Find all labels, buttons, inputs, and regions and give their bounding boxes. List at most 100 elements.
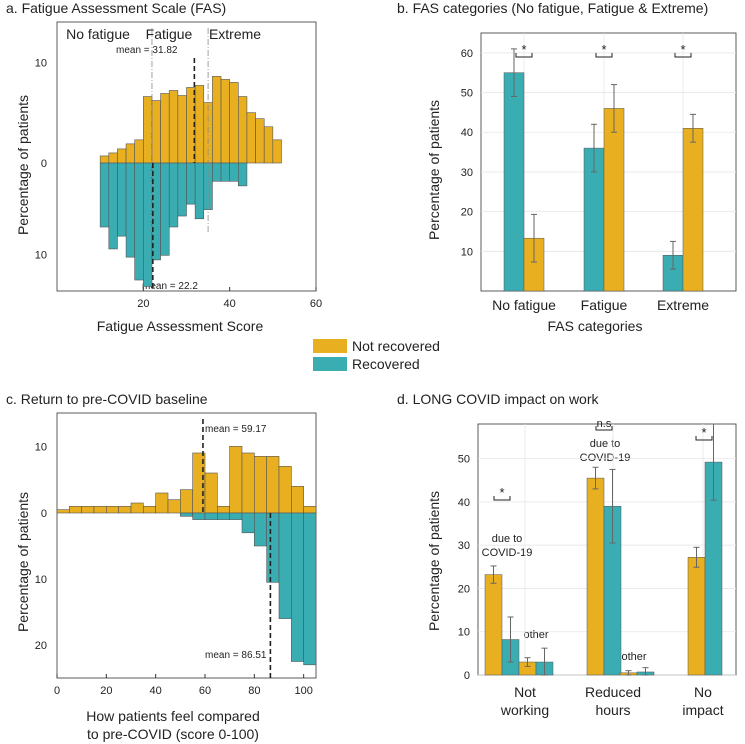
- legend-label-recovered: Recovered: [352, 356, 420, 372]
- panel-c-mean-not-recovered-label: mean = 59.17: [205, 424, 267, 435]
- panel-c-ytick-label: 20: [35, 640, 47, 652]
- panel-a-xtick-label: 60: [310, 298, 322, 310]
- region-label-fatigue: Fatigue: [146, 26, 193, 42]
- panel-c-bar-not-recovered: [69, 506, 82, 514]
- panel-d-bar-not-recovered: [687, 557, 706, 676]
- panel-a-bar-not-recovered: [246, 112, 256, 164]
- panel-c-ytick-label: 10: [35, 441, 47, 453]
- panel-c-bar-not-recovered: [217, 506, 230, 514]
- annot-due-to-1: due to: [492, 533, 523, 545]
- panel-b-ytick-label: 30: [461, 167, 473, 179]
- panel-a-bar-recovered: [160, 162, 170, 256]
- panel-a-bar-not-recovered: [168, 90, 179, 164]
- panel-c-xtick-label: 40: [150, 685, 162, 697]
- panel-c-bar-not-recovered: [93, 506, 107, 514]
- group-label-impact: impact: [682, 702, 723, 718]
- panel-b-title: b. FAS categories (No fatigue, Fatigue &…: [397, 0, 708, 16]
- panel-a-fas-histogram: a. Fatigue Assessment Scale (FAS) Percen…: [6, 0, 263, 334]
- panel-a-ytick-label: 10: [35, 57, 47, 69]
- panel-a-bar-recovered: [108, 162, 118, 250]
- panel-a-bar-not-recovered: [194, 85, 205, 164]
- panel-c-bar-not-recovered: [291, 486, 304, 514]
- panel-c-xtick-label: 60: [199, 685, 211, 697]
- panel-d-ytick-label: 10: [458, 627, 470, 639]
- panel-a-bar-recovered: [229, 162, 239, 182]
- panel-a-axes-box: [56, 21, 317, 292]
- panel-c-xtick-label: 80: [248, 685, 260, 697]
- panel-d-ylabel: Percentage of patients: [426, 491, 442, 631]
- panel-b-bar-not-recovered: [603, 108, 625, 292]
- panel-b-significance-star: *: [601, 42, 606, 57]
- panel-d-title: d. LONG COVID impact on work: [397, 391, 600, 407]
- panel-a-bar-recovered: [177, 162, 187, 217]
- panel-a-bar-recovered: [99, 162, 110, 228]
- panel-d-ytick-label: 20: [458, 583, 470, 595]
- panel-d-ytick-label: 40: [458, 497, 470, 509]
- group-label-no: No: [694, 684, 712, 700]
- panel-a-bar-not-recovered: [151, 100, 161, 164]
- panel-b-fas-categories: b. FAS categories (No fatigue, Fatigue &…: [397, 0, 708, 334]
- panel-b-ytick-label: 40: [461, 127, 473, 139]
- region-label-extreme: Extreme: [209, 26, 261, 42]
- panel-c-bar-recovered: [241, 512, 255, 534]
- panel-a-mean-not-recovered-label: mean = 31.82: [116, 45, 178, 56]
- group-label-working: working: [500, 702, 549, 718]
- panel-b-significance-star: *: [521, 42, 526, 57]
- annot-other-1: other: [523, 629, 548, 641]
- panel-c-bar-not-recovered: [118, 506, 132, 514]
- panel-c-bar-not-recovered: [229, 446, 243, 514]
- panel-d-significance-bracket: [695, 436, 713, 441]
- panel-c-baseline-histogram: c. Return to pre-COVID baseline Percenta…: [6, 391, 267, 742]
- panel-b-bar-not-recovered: [682, 128, 704, 292]
- panel-a-bar-not-recovered: [108, 152, 118, 164]
- panel-a-xlabel: Fatigue Assessment Score: [97, 318, 264, 334]
- panel-c-bar-not-recovered: [167, 499, 181, 514]
- panel-a-bar-not-recovered: [160, 93, 170, 164]
- panel-d-significance-label: n.s: [597, 418, 612, 430]
- panel-a-bar-recovered: [125, 162, 135, 258]
- panel-c-bar-not-recovered: [266, 456, 280, 514]
- chart-marks: 20 40 60 0 10 10 10 20 30 40 50 60 No fatigue * Fatigu…: [35, 21, 737, 697]
- panel-b-ylabel: Percentage of patients: [426, 100, 442, 240]
- panel-a-bar-not-recovered: [99, 155, 110, 164]
- region-label-no-fatigue: No fatigue: [66, 26, 130, 42]
- panel-b-category-label: Fatigue: [581, 297, 628, 313]
- panel-c-ylabel: Percentage of patients: [15, 492, 31, 632]
- panel-a-bar-not-recovered: [143, 96, 153, 164]
- panel-c-ytick-label: 10: [35, 574, 47, 586]
- panel-a-bar-recovered: [194, 162, 205, 220]
- panel-a-ytick-label: 0: [41, 158, 47, 170]
- panel-a-mean-recovered-label: mean = 22.2: [142, 281, 198, 292]
- panel-a-xtick-label: 20: [137, 298, 149, 310]
- panel-a-bar-not-recovered: [238, 96, 248, 164]
- panel-d-significance-label: *: [499, 485, 504, 500]
- panel-a-bar-recovered: [220, 162, 230, 182]
- panel-c-bar-not-recovered: [155, 492, 169, 514]
- panel-b-significance-bracket: [515, 53, 533, 58]
- panel-a-ytick-label: 10: [35, 249, 47, 261]
- panel-d-significance-bracket: [595, 426, 613, 431]
- group-label-reduced: Reduced: [585, 684, 641, 700]
- legend: Not recovered Recovered: [313, 338, 440, 372]
- panel-a-bar-not-recovered: [255, 118, 265, 164]
- panel-b-significance-bracket: [595, 53, 613, 58]
- legend-label-not-recovered: Not recovered: [352, 338, 440, 354]
- panel-c-mean-recovered-label: mean = 86.51: [205, 650, 267, 661]
- panel-b-bar-recovered: [503, 72, 525, 292]
- panel-a-title: a. Fatigue Assessment Scale (FAS): [6, 0, 226, 16]
- panel-c-bar-not-recovered: [180, 489, 193, 514]
- panel-b-xlabel: FAS categories: [548, 318, 643, 334]
- panel-d-ytick-label: 30: [458, 540, 470, 552]
- legend-swatch-recovered: [313, 357, 347, 371]
- panel-d-bar-not-recovered: [586, 477, 605, 676]
- panel-c-xlabel-line2: to pre-COVID (score 0-100): [87, 726, 259, 742]
- panel-a-bar-not-recovered: [272, 139, 282, 164]
- panel-a-bar-not-recovered: [263, 126, 274, 164]
- panel-c-bar-not-recovered: [241, 452, 255, 514]
- panel-b-ytick-label: 20: [461, 207, 473, 219]
- annot-other-2: other: [621, 651, 646, 663]
- panel-a-bar-recovered: [238, 162, 248, 187]
- panel-c-bar-recovered: [180, 512, 193, 517]
- panel-c-bar-recovered: [229, 512, 243, 520]
- panel-c-bar-recovered: [204, 512, 218, 520]
